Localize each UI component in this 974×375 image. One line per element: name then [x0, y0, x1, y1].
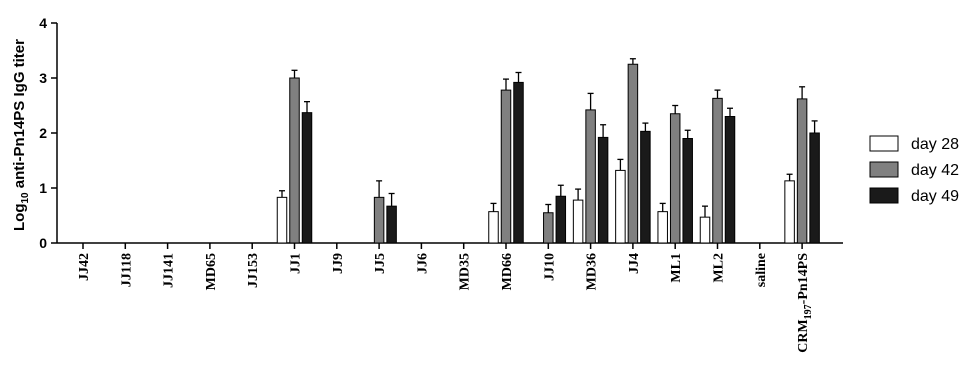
x-tick-label: JJ5: [373, 253, 388, 274]
x-tick-label: MD36: [585, 253, 600, 290]
bar-day-42-JJ5: [373, 196, 385, 244]
bar-day-42-JJ1: [289, 77, 300, 244]
y-label-subscript: 10: [20, 192, 31, 204]
legend-label: day 28: [911, 136, 959, 153]
bar-day-42-MD66: [500, 89, 512, 244]
bar-day-49-ML1: [682, 138, 693, 244]
y-tick-label: 3: [39, 70, 47, 86]
legend: day 28 day 42 day 49: [869, 135, 959, 205]
x-tick-label: JJ118: [119, 253, 134, 287]
y-tick-label: 2: [39, 125, 47, 141]
bar-day-49-MD66: [513, 81, 524, 244]
x-tick-label: JJ1: [289, 253, 304, 274]
x-tick-label: JJ10: [542, 253, 557, 281]
bar-day-49-JJ5: [386, 205, 397, 244]
x-tick-label: MD65: [204, 253, 219, 290]
x-axis: JJ42 JJ118 JJ141 MD65 JJ153 JJ1 JJ9 JJ5 JJ6 MD35 M…: [57, 242, 843, 353]
bar-day-42-ML2: [712, 97, 723, 244]
bar-day-42-JJ4: [627, 63, 639, 244]
bar-day-28-ML1: [657, 211, 668, 244]
x-tick-label: JJ153: [246, 253, 261, 288]
x-tick-label: ML2: [712, 253, 727, 283]
y-tick-label: 4: [39, 15, 47, 31]
x-tick-label: JJ4: [627, 253, 642, 274]
legend-swatch: [869, 135, 899, 152]
legend-swatch: [869, 161, 899, 178]
bars-layer: [276, 58, 820, 244]
bar-day-42-MD36: [585, 109, 596, 244]
y-label-rest: anti-Pn14PS IgG titer: [11, 39, 28, 193]
y-axis: 0 1 2 3 4: [39, 15, 58, 251]
x-tick-label: MD66: [500, 253, 515, 290]
bar-day-28-ML2: [699, 216, 711, 244]
legend-swatch: [869, 187, 899, 204]
bar-day-49-JJ10: [555, 195, 567, 244]
x-tick-label: ML1: [669, 253, 684, 283]
x-tick-label: JJ6: [415, 253, 430, 274]
bar-day-49-JJ1: [301, 112, 313, 244]
x-tick-label: JJ9: [331, 253, 346, 274]
bar-day-28-CRM197-Pn14PS: [784, 180, 795, 244]
x-tick-label: JJ141: [162, 253, 177, 288]
x-tick-label: JJ42: [77, 253, 92, 281]
bar-day-49-CRM197-Pn14PS: [809, 132, 820, 244]
bar-day-28-JJ4: [615, 169, 626, 244]
bar-day-42-JJ10: [543, 212, 554, 244]
bar-day-49-JJ4: [640, 130, 651, 244]
legend-label: day 42: [911, 162, 959, 179]
x-tick-label: MD35: [458, 253, 473, 290]
bar-day-28-MD36: [572, 199, 584, 244]
bar-day-42-ML1: [669, 113, 681, 244]
legend-label: day 49: [911, 188, 959, 205]
y-axis-label: Log10 anti-Pn14PS IgG titer: [11, 39, 31, 231]
bar-day-42-CRM197-Pn14PS: [796, 98, 808, 244]
y-tick-label: 0: [39, 235, 47, 251]
x-tick-label: CRM197-Pn14PS: [796, 253, 814, 353]
x-tick-label: saline: [754, 253, 769, 287]
bar-day-49-ML2: [724, 116, 736, 244]
bar-day-28-MD66: [488, 211, 499, 244]
bar-day-49-MD36: [597, 136, 609, 244]
y-tick-label: 1: [39, 180, 47, 196]
bar-day-28-JJ1: [276, 196, 288, 244]
y-label-prefix: Log: [11, 204, 28, 232]
